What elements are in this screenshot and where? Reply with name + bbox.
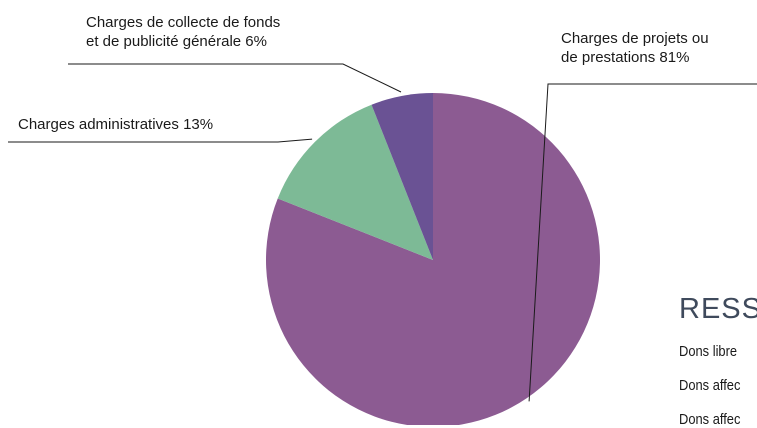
pie-slice-collecte [371,93,433,260]
pie-slice-administratives [277,104,433,260]
leader-line-collecte [68,63,402,93]
side-panel-row-2: Dons affec [679,377,741,394]
leader-line-projets [528,83,757,402]
label-projets-line-2: de prestations 81% [561,49,690,66]
side-panel-row-1: Dons libre [679,343,738,360]
label-collecte: Charges de collecte de fonds et de publi… [86,13,280,51]
label-administratives: Charges administratives 13% [18,115,213,134]
label-collecte-line-2: et de publicité générale 6% [86,33,267,50]
label-collecte-line-1: Charges de collecte de fonds [86,14,281,31]
leader-line-administratives [8,138,313,143]
label-projets: Charges de projets ou de prestations 81% [561,29,709,67]
side-panel-heading: RESS [679,293,757,325]
side-panel-row-3: Dons affec [679,411,741,428]
label-administratives-line-1: Charges administratives 13% [18,116,214,133]
label-projets-line-1: Charges de projets ou [561,30,709,47]
pie-slice-projets [266,93,600,425]
